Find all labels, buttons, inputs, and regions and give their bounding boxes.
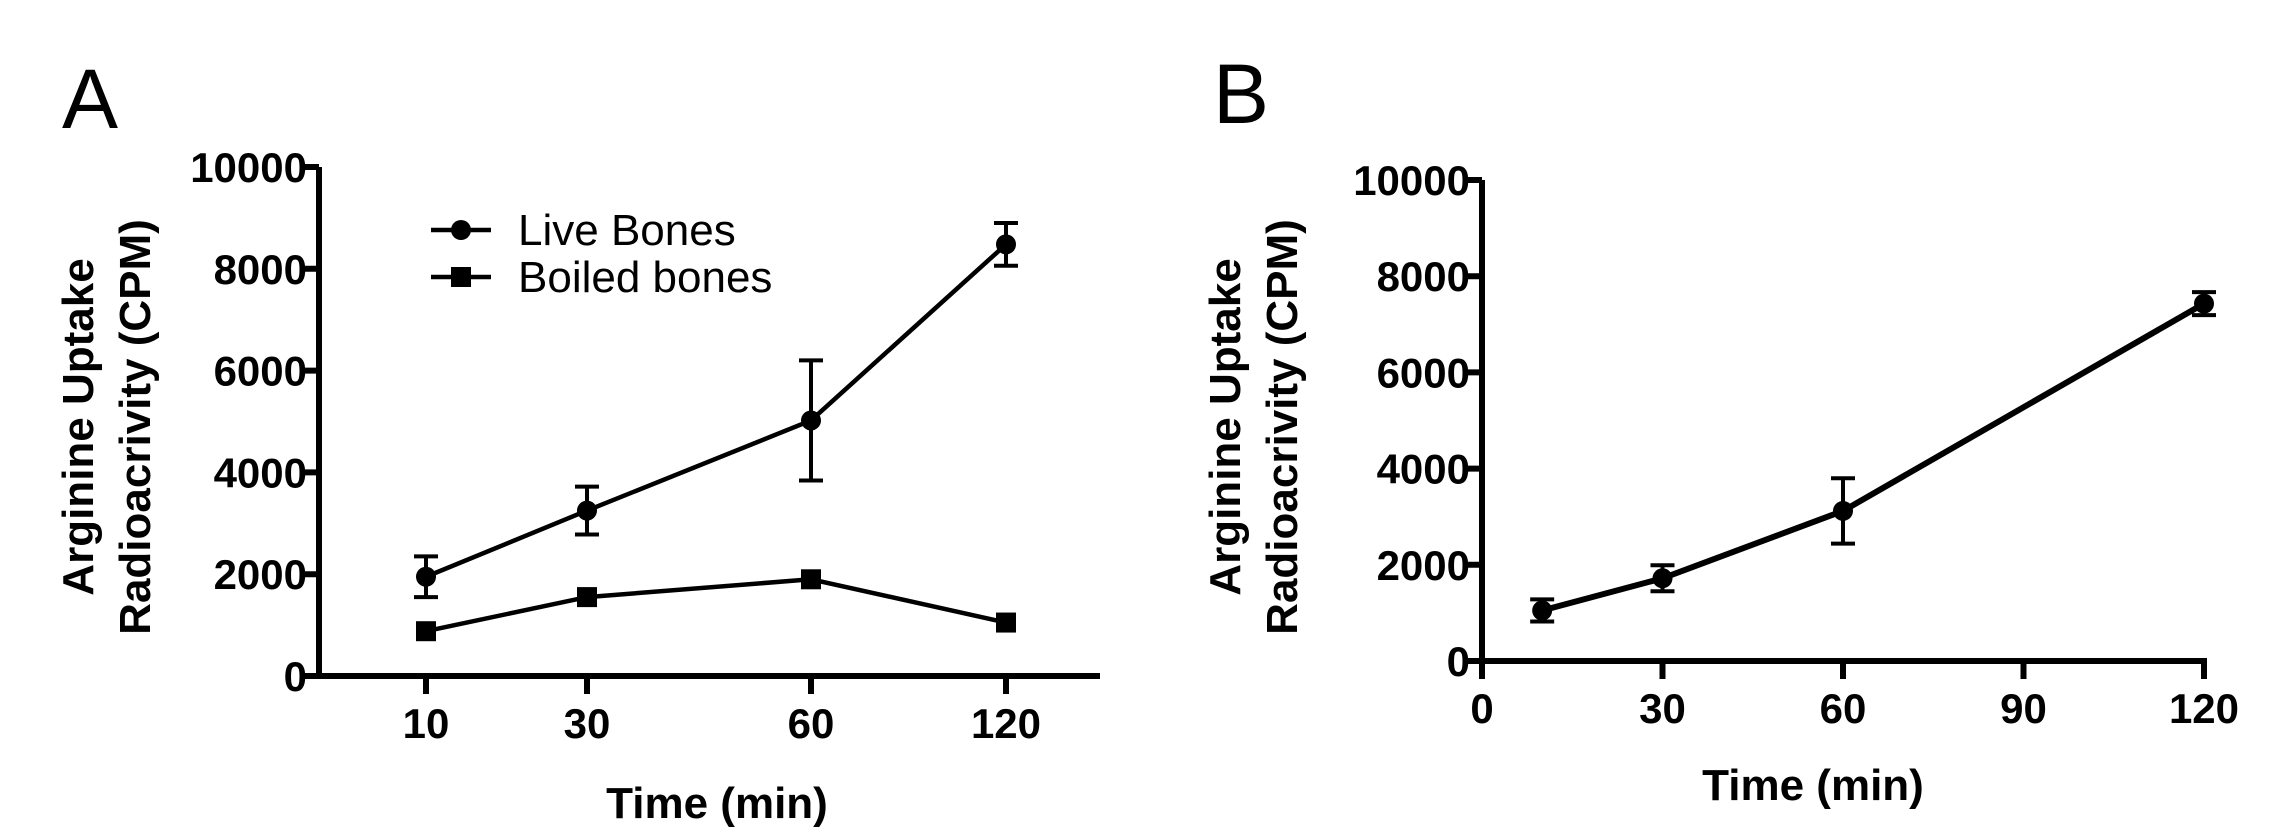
panel-a-y-tick-label: 8000 <box>214 246 307 293</box>
panel-b-x-tick-label: 0 <box>1470 685 1493 732</box>
panel-a-x-tick-label: 10 <box>403 700 450 747</box>
panel-b-x-tick-label: 30 <box>1639 685 1686 732</box>
panel-b-axes: 0 2000 4000 6000 8000 10000 0 30 60 90 120 <box>1353 157 2239 732</box>
panel-b-y-axis-title-line1: Arginine Uptake <box>1201 258 1250 595</box>
legend-label-live-bones: Live Bones <box>518 206 736 255</box>
data-point-uptake <box>1833 500 1853 521</box>
panel-a-axes: 0 2000 4000 6000 8000 10000 10 30 60 120 <box>190 144 1100 747</box>
data-point-uptake <box>2194 293 2214 314</box>
panel-a-y-tick-label: 0 <box>284 653 307 700</box>
data-point-boiled-bones <box>577 587 597 608</box>
panel-b-y-tick-label: 10000 <box>1353 157 1470 204</box>
panel-b: B 0 2000 4000 6000 8000 10000 0 30 60 90 120 Time … <box>1201 47 2239 810</box>
panel-a-y-tick-label: 10000 <box>190 144 307 191</box>
data-point-boiled-bones <box>801 569 821 590</box>
panel-b-x-tick-label: 90 <box>2000 685 2047 732</box>
data-point-boiled-bones <box>996 612 1016 633</box>
panel-a-x-tick-label: 30 <box>564 700 611 747</box>
panel-b-x-axis-title: Time (min) <box>1702 761 1924 810</box>
panel-a-y-axis-title-line1: Arginine Uptake <box>54 258 103 595</box>
panel-b-y-tick-label: 8000 <box>1377 253 1470 300</box>
data-point-uptake <box>1532 600 1553 621</box>
series-line-boiled-bones <box>425 577 1007 634</box>
panel-b-y-tick-label: 6000 <box>1377 349 1470 396</box>
data-point-live-bones <box>577 500 597 521</box>
data-point-uptake <box>1652 568 1673 589</box>
panel-a-x-tick-label: 120 <box>971 700 1041 747</box>
data-point-live-bones <box>416 566 436 587</box>
legend-marker-boiled-bones <box>451 267 471 287</box>
panel-a: A 0 2000 4000 6000 8000 10000 10 30 60 120 Live B… <box>54 52 1100 828</box>
panel-a-y-tick-label: 2000 <box>214 551 307 598</box>
legend-label-boiled-bones: Boiled bones <box>518 253 772 302</box>
panel-a-x-axis-title: Time (min) <box>606 779 828 828</box>
series-line-live-bones <box>425 242 1008 579</box>
data-point-live-bones <box>996 234 1016 255</box>
panel-b-x-tick-label: 120 <box>2169 685 2239 732</box>
panel-a-legend: Live Bones Boiled bones <box>431 206 772 302</box>
panel-a-plot-area <box>414 220 1018 642</box>
panel-a-x-tick-label: 60 <box>788 700 835 747</box>
series-line-uptake <box>1541 301 2206 614</box>
data-point-boiled-bones <box>416 621 436 642</box>
panel-b-y-tick-label: 2000 <box>1377 542 1470 589</box>
panel-b-y-tick-label: 4000 <box>1377 446 1470 493</box>
legend-marker-live-bones <box>451 220 471 240</box>
panel-a-y-axis-title-line2: Radioacrivity (CPM) <box>111 219 160 635</box>
panel-b-x-tick-label: 60 <box>1820 685 1867 732</box>
panel-b-plot-area <box>1530 290 2216 624</box>
panel-b-y-axis-title-line2: Radioacrivity (CPM) <box>1258 219 1307 635</box>
data-point-live-bones <box>801 410 821 431</box>
panel-a-y-tick-label: 6000 <box>214 348 307 395</box>
panel-b-y-tick-label: 0 <box>1447 638 1470 685</box>
panel-a-letter: A <box>62 52 118 146</box>
panel-a-y-tick-label: 4000 <box>214 449 307 496</box>
panel-b-letter: B <box>1213 47 1269 141</box>
